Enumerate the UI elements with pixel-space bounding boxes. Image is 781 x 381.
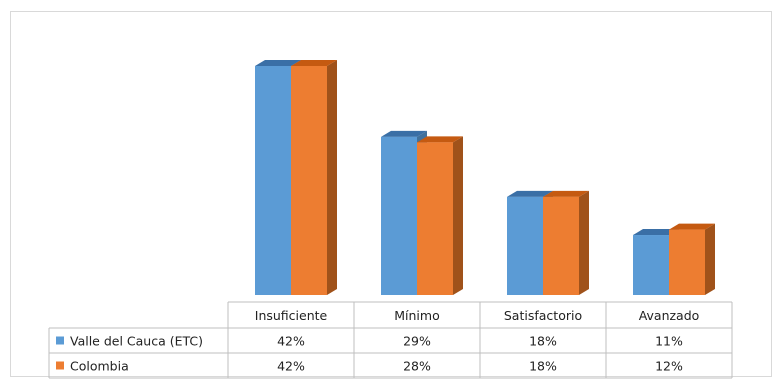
bars-layer [255,60,715,295]
category-label-1: Insuficiente [255,308,328,323]
category-label-2: Mínimo [394,308,439,323]
bar-colombia-3 [543,190,589,295]
series-name-1: Valle del Cauca (ETC) [70,334,203,349]
legend-key-2 [56,361,64,370]
value-label-1-4: 11% [655,334,683,349]
data-table: Insuficiente Mínimo Satisfactorio Avanzado V… [48,301,733,379]
value-label-1-3: 18% [529,334,557,349]
category-label-3: Satisfactorio [504,308,582,323]
legend-key-1 [56,336,64,345]
category-label-4: Avanzado [639,308,700,323]
bar-colombia-4 [669,223,715,295]
value-label-2-2: 28% [403,359,431,374]
series-name-2: Colombia [70,359,129,374]
value-label-2-4: 12% [655,359,683,374]
value-label-1-2: 29% [403,334,431,349]
bar-colombia-2 [417,136,463,295]
bar-colombia-1 [291,60,337,295]
value-label-2-3: 18% [529,359,557,374]
value-label-1-1: 42% [277,334,305,349]
value-label-2-1: 42% [277,359,305,374]
